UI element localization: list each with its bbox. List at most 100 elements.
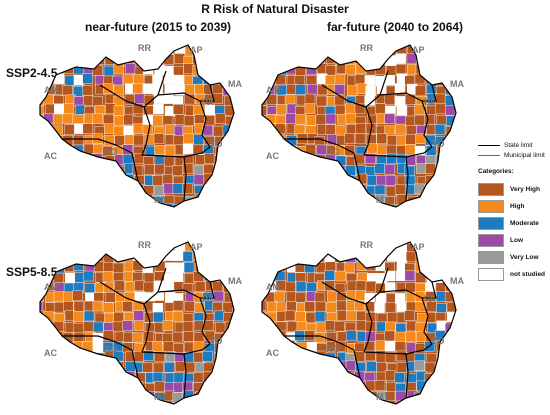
state-limit-line-icon	[478, 144, 500, 146]
state-border	[99, 84, 151, 156]
state-label-rr: RR	[138, 43, 151, 53]
legend-categories-title: Categories:	[478, 168, 514, 175]
state-label-rr: RR	[138, 240, 151, 250]
state-border	[141, 343, 211, 355]
state-label-rr: RR	[360, 240, 373, 250]
state-label-ma: MA	[450, 276, 464, 286]
state-label-pa: PA	[202, 294, 214, 304]
state-border	[421, 100, 433, 148]
state-label-ma: MA	[450, 79, 464, 89]
state-border	[200, 84, 215, 102]
state-border	[353, 349, 361, 379]
state-label-mt: MT	[376, 195, 389, 205]
state-label-ac: AC	[44, 151, 57, 161]
state-border	[321, 84, 373, 156]
state-border	[405, 353, 409, 399]
state-label-ro: RO	[326, 344, 340, 354]
state-border	[157, 92, 201, 102]
state-border	[199, 100, 211, 148]
state-border	[379, 92, 423, 102]
country-outline	[39, 241, 235, 405]
map-fill	[262, 242, 456, 404]
figure-title: R Risk of Natural Disaster	[201, 2, 349, 16]
map-ssp2-far-future: RR AP PA MA AM AC RO MT TO	[256, 35, 466, 215]
legend-category-not-studied: not studied	[478, 266, 548, 283]
state-border	[183, 353, 187, 399]
state-border	[99, 281, 151, 353]
state-label-ro: RO	[104, 344, 118, 354]
state-label-mt: MT	[154, 195, 167, 205]
state-border	[321, 281, 373, 353]
state-label-am: AM	[44, 282, 58, 292]
map-fill	[40, 45, 234, 207]
state-label-to: TO	[210, 336, 222, 346]
legend-category-very-high: Very High	[478, 181, 548, 198]
state-label-pa: PA	[202, 97, 214, 107]
state-border	[131, 349, 139, 379]
state-label-to: TO	[432, 336, 444, 346]
row-title-ssp5: SSP5-8.5	[6, 265, 58, 279]
state-label-ap: AP	[190, 242, 203, 252]
state-label-am: AM	[266, 85, 280, 95]
swatch-very-high	[478, 183, 504, 196]
state-border	[131, 152, 139, 182]
state-label-mt: MT	[154, 392, 167, 402]
column-title-far-future: far-future (2040 to 2064)	[327, 20, 464, 34]
state-border	[363, 146, 433, 158]
state-label-to: TO	[432, 139, 444, 149]
map-ssp5-far-future: RR AP PA MA AM AC RO MT TO	[256, 232, 466, 412]
country-outline	[39, 44, 235, 208]
state-border	[200, 281, 215, 299]
map-fill	[40, 242, 234, 404]
state-border	[199, 297, 211, 345]
state-border	[363, 343, 433, 355]
state-border	[62, 138, 133, 154]
swatch-not-studied	[478, 268, 504, 281]
state-label-rr: RR	[360, 43, 373, 53]
state-border	[422, 281, 437, 299]
state-label-ro: RO	[326, 147, 340, 157]
state-border	[157, 289, 201, 299]
state-label-ac: AC	[44, 348, 57, 358]
swatch-moderate	[478, 217, 504, 230]
state-label-pa: PA	[424, 294, 436, 304]
map-ssp5-near-future: RR AP PA MA AM AC RO MT TO	[34, 232, 244, 412]
legend-category-low: Low	[478, 232, 548, 249]
country-outline	[261, 241, 457, 405]
state-label-am: AM	[266, 282, 280, 292]
state-label-pa: PA	[424, 97, 436, 107]
state-label-ro: RO	[104, 147, 118, 157]
state-label-ac: AC	[266, 348, 279, 358]
state-border	[405, 156, 409, 202]
state-label-mt: MT	[376, 392, 389, 402]
map-fill	[262, 45, 456, 207]
legend-category-very-low: Very Low	[478, 249, 548, 266]
legend-category-high: High	[478, 198, 548, 215]
swatch-low	[478, 234, 504, 247]
state-border	[421, 297, 433, 345]
state-border	[183, 156, 187, 202]
state-border	[284, 335, 355, 351]
state-label-ma: MA	[228, 276, 242, 286]
state-border	[62, 335, 133, 351]
state-border	[141, 146, 211, 158]
swatch-high	[478, 200, 504, 213]
state-border	[422, 84, 437, 102]
state-label-am: AM	[44, 85, 58, 95]
state-label-to: TO	[210, 139, 222, 149]
state-border	[284, 138, 355, 154]
state-label-ap: AP	[412, 45, 425, 55]
state-border	[379, 289, 423, 299]
row-title-ssp2: SSP2-4.5	[6, 66, 58, 80]
map-ssp2-near-future: RR AP PA MA AM AC RO MT TO	[34, 35, 244, 215]
state-label-ma: MA	[228, 79, 242, 89]
country-outline	[261, 44, 457, 208]
municipal-limit-line-icon	[478, 154, 500, 156]
legend-state-limit: State limit	[478, 140, 548, 150]
state-label-ap: AP	[412, 242, 425, 252]
state-label-ac: AC	[266, 151, 279, 161]
state-label-ap: AP	[190, 45, 203, 55]
state-border	[353, 152, 361, 182]
legend-municipal-limit: Municipal limit	[478, 150, 548, 160]
column-title-near-future: near-future (2015 to 2039)	[85, 20, 232, 34]
